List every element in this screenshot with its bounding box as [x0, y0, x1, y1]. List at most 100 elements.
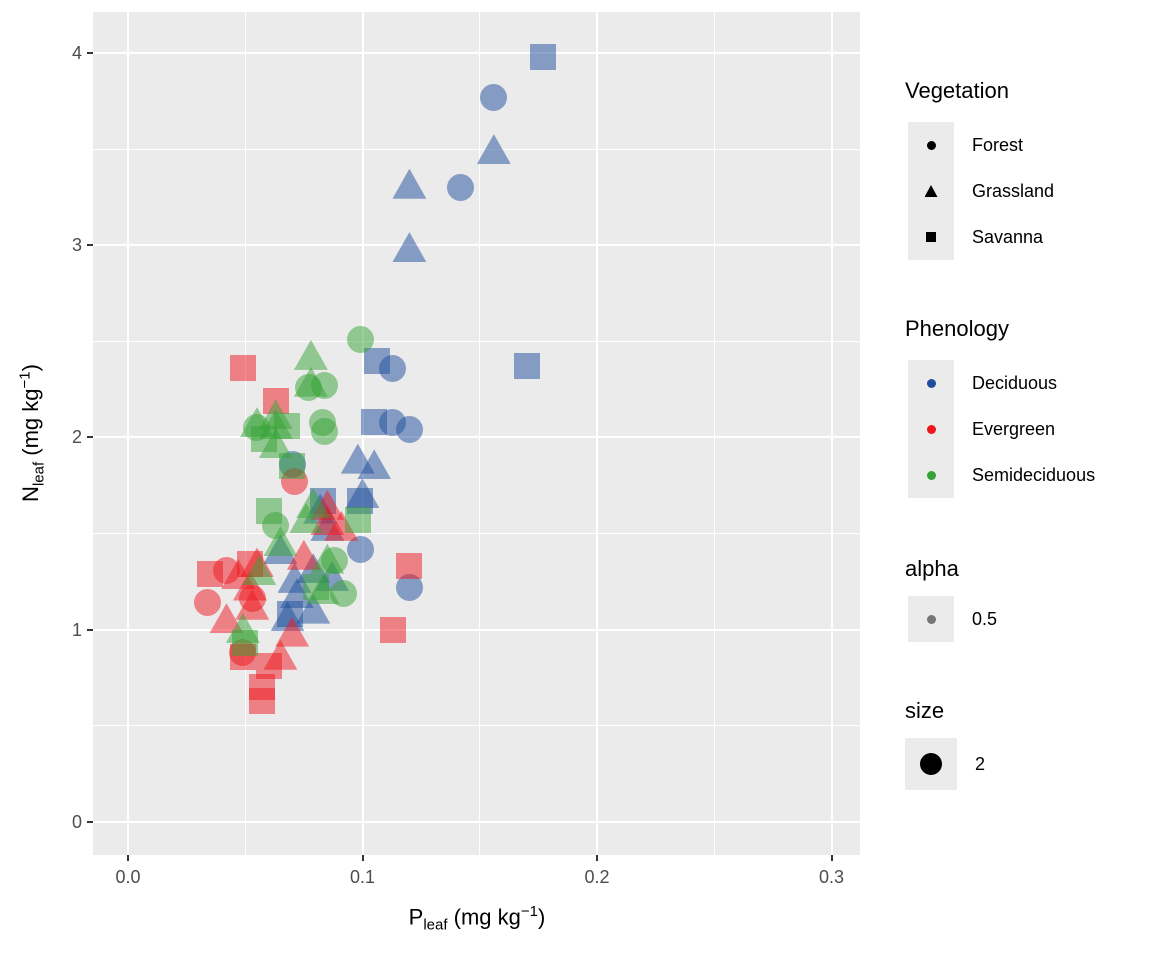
x-axis-title-mid: (mg kg — [447, 904, 521, 930]
legend-title-vegetation: Vegetation — [905, 78, 1009, 103]
y-tick — [87, 628, 93, 631]
legend-section-phenology: Phenology Deciduous Evergreen Semideciduou… — [905, 316, 1145, 498]
data-point — [197, 560, 224, 587]
x-axis-title-sub: leaf — [423, 916, 448, 934]
x-axis-title-prefix: P — [408, 904, 424, 930]
legend-section-size: size 2 — [905, 698, 1145, 790]
legend-item-label: Forest — [972, 134, 1024, 155]
y-axis-title-sub: leaf — [30, 461, 48, 487]
x-gridline-major — [127, 12, 129, 855]
data-point — [279, 453, 306, 480]
legend: Vegetation Forest Grassland Savanna Phenol… — [905, 78, 1145, 790]
x-tick-label: 0.2 — [584, 867, 610, 887]
y-gridline-minor — [93, 533, 860, 535]
legend-key — [908, 168, 954, 214]
legend-item-label: Deciduous — [972, 372, 1058, 393]
y-axis-title-sup: −1 — [16, 371, 34, 389]
y-axis-title-suffix: ) — [17, 364, 43, 372]
data-point — [396, 553, 423, 580]
y-gridline-minor — [93, 148, 860, 150]
y-tick-label: 0 — [71, 811, 82, 832]
y-gridline-minor — [93, 340, 860, 342]
data-point — [480, 83, 508, 111]
legend-section-alpha: alpha 0.5 — [905, 556, 1145, 642]
data-point — [293, 339, 328, 370]
y-gridline-major — [93, 52, 860, 54]
y-gridline-minor — [93, 725, 860, 727]
alpha-label: 0.5 — [972, 608, 998, 629]
data-point — [379, 616, 406, 643]
legend-section-vegetation: Vegetation Forest Grassland Savanna — [905, 78, 1145, 260]
data-point — [194, 589, 222, 617]
y-tick-label: 4 — [71, 43, 82, 63]
y-tick — [87, 244, 93, 247]
x-axis-title-suffix: ) — [538, 904, 546, 930]
legend-item-label: Grassland — [972, 180, 1055, 201]
data-point — [232, 630, 259, 657]
circle-icon — [926, 140, 936, 150]
data-point — [248, 687, 275, 714]
x-tick — [830, 855, 833, 861]
legend-item-vegetation: Grassland — [905, 168, 1145, 214]
x-gridline-minor — [479, 12, 481, 855]
y-tick — [87, 820, 93, 823]
data-point — [330, 579, 358, 607]
legend-item-label: Semideciduous — [972, 464, 1096, 485]
legend-item-vegetation: Savanna — [905, 214, 1145, 260]
legend-key — [908, 406, 954, 452]
legend-title-alpha: alpha — [905, 556, 959, 581]
legend-key — [908, 452, 954, 498]
data-point — [447, 174, 475, 202]
data-point — [311, 372, 339, 400]
phenology-dot-icon — [926, 424, 936, 434]
data-point — [530, 43, 557, 70]
data-point — [395, 416, 423, 444]
alpha-dot-icon — [926, 614, 936, 624]
triangle-icon — [924, 185, 938, 197]
data-point — [344, 507, 371, 534]
x-gridline-major — [830, 12, 833, 855]
y-tick — [87, 52, 93, 54]
alpha-key — [908, 596, 954, 642]
legend-key — [908, 360, 954, 406]
data-point — [346, 325, 374, 353]
y-tick-label: 3 — [71, 235, 82, 256]
square-icon — [926, 232, 936, 242]
y-gridline-major — [93, 820, 860, 823]
legend-item-phenology: Evergreen — [905, 406, 1145, 452]
legend-key — [908, 122, 954, 168]
y-tick — [87, 436, 93, 439]
size-dot-icon — [920, 753, 942, 775]
size-label: 2 — [975, 753, 986, 774]
legend-item-size: 2 — [905, 738, 1145, 790]
legend-item-phenology: Deciduous — [905, 360, 1145, 406]
y-axis-title-prefix: N — [17, 486, 43, 502]
x-axis-title: Pleaf (mg kg−1) — [409, 903, 546, 934]
legend-item-alpha: 0.5 — [905, 596, 1145, 642]
legend-title-size: size — [905, 698, 945, 723]
x-tick-label: 0.3 — [818, 867, 845, 887]
data-point — [238, 585, 266, 613]
x-tick — [596, 855, 598, 861]
x-gridline-minor — [713, 12, 715, 855]
y-gridline-major — [93, 628, 860, 631]
x-tick-label: 0.1 — [349, 867, 376, 887]
data-point — [229, 355, 256, 382]
y-gridline-major — [93, 436, 860, 439]
data-point — [379, 354, 407, 382]
x-gridline-major — [596, 12, 598, 855]
x-axis-title-sup: −1 — [520, 903, 539, 920]
phenology-dot-icon — [926, 378, 936, 388]
x-tick — [127, 855, 129, 861]
legend-key — [908, 214, 954, 260]
legend-item-label: Evergreen — [972, 418, 1056, 439]
x-tick-label: 0.0 — [115, 867, 141, 887]
y-tick-label: 1 — [71, 619, 82, 640]
x-tick — [361, 855, 364, 861]
data-point — [392, 168, 427, 199]
plot-panel — [93, 12, 860, 855]
legend-title-phenology: Phenology — [905, 316, 1009, 341]
data-point — [513, 353, 540, 380]
legend-item-phenology: Semideciduous — [905, 452, 1145, 498]
